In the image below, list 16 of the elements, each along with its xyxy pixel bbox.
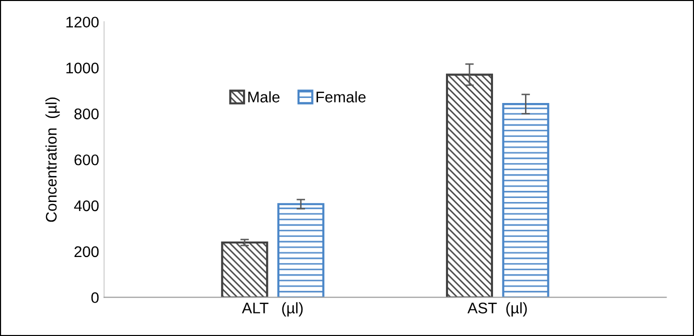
legend-label: Female bbox=[316, 91, 366, 102]
y-tick-label: 1000 bbox=[66, 62, 99, 74]
y-tick-label: 800 bbox=[74, 108, 99, 120]
bar bbox=[221, 241, 268, 298]
y-tick-label: 600 bbox=[74, 154, 99, 166]
y-tick-label: 400 bbox=[74, 200, 99, 212]
bar bbox=[277, 203, 324, 298]
y-tick-label: 0 bbox=[91, 292, 99, 304]
x-tick-label: ALT (µl) bbox=[242, 302, 303, 316]
x-tick-label: AST (µl) bbox=[467, 302, 527, 316]
y-tick-label: 1200 bbox=[66, 16, 99, 28]
bar bbox=[502, 102, 550, 298]
bar bbox=[446, 74, 494, 298]
y-axis-title: Concentration (µl) bbox=[45, 98, 60, 222]
legend-label: Male bbox=[248, 91, 280, 102]
y-tick-label: 200 bbox=[74, 246, 99, 258]
